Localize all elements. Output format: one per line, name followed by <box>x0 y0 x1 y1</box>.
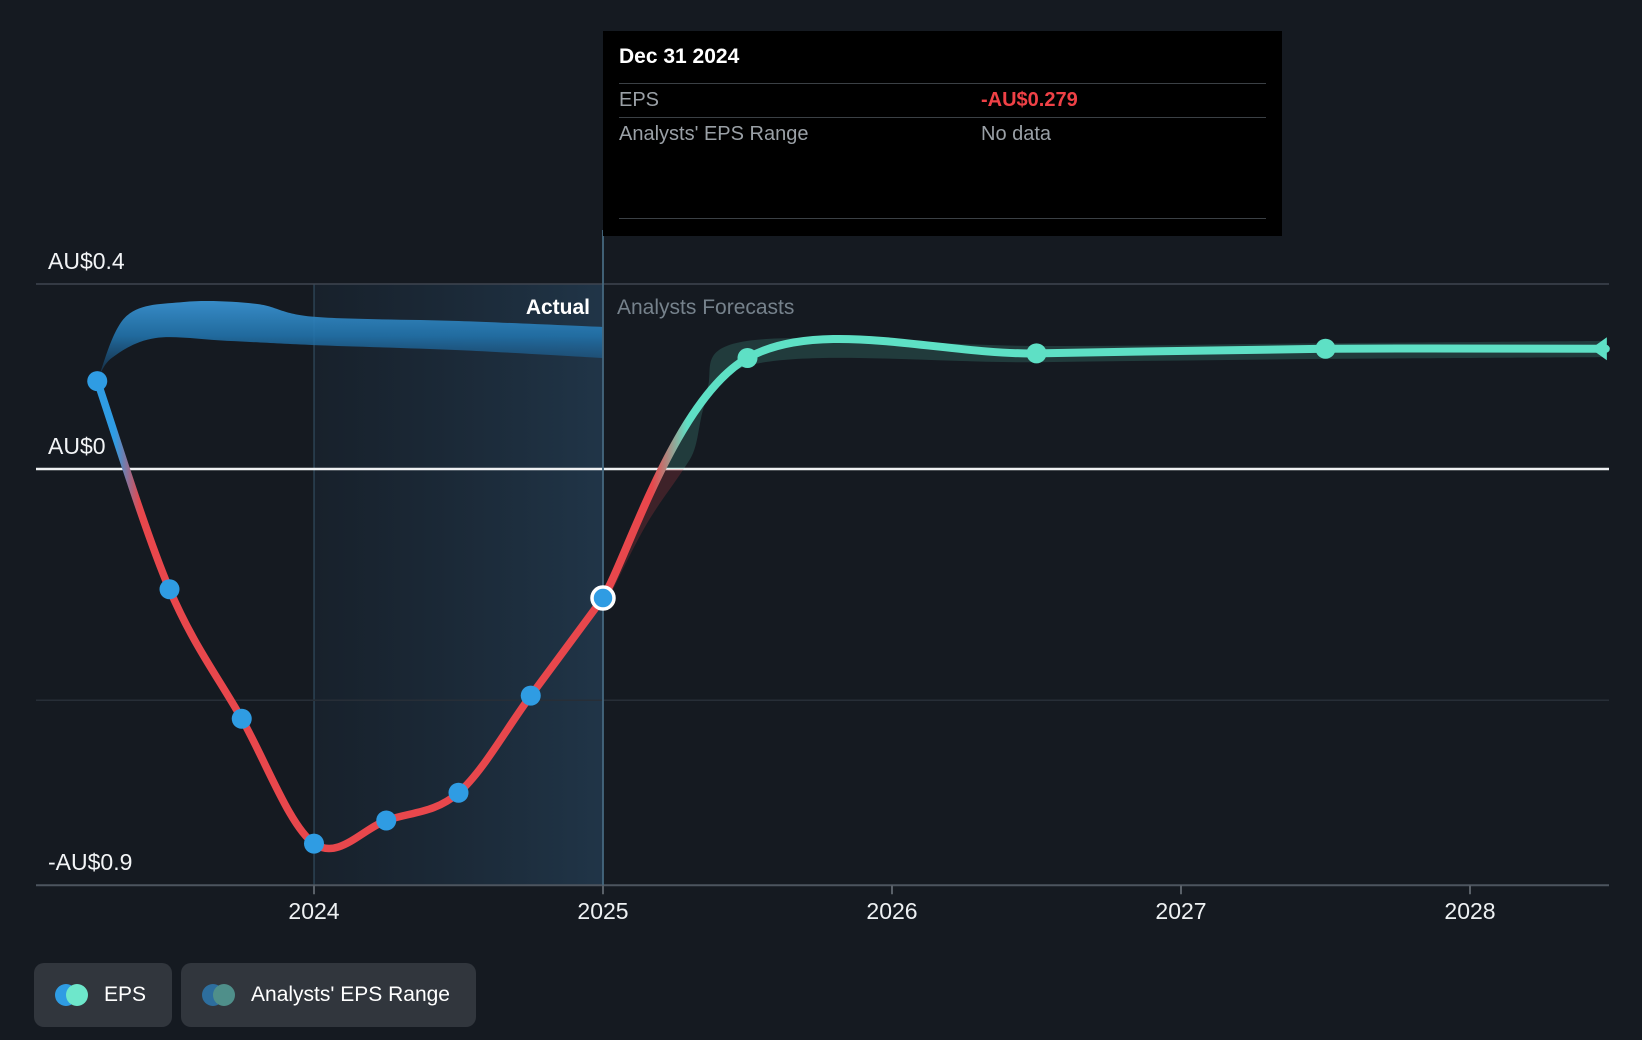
y-axis-label: AU$0.4 <box>48 248 125 274</box>
eps-point[interactable] <box>87 371 108 392</box>
forecast-point[interactable] <box>737 348 758 368</box>
actual-range-band <box>97 301 604 382</box>
eps-point[interactable] <box>231 708 252 729</box>
eps-point[interactable] <box>159 579 180 600</box>
x-axis-label: 2028 <box>1444 898 1496 924</box>
tooltip-date: Dec 31 2024 <box>619 45 740 68</box>
range-teal-dot-icon <box>213 984 236 1006</box>
x-axis-label: 2024 <box>288 898 340 924</box>
highlighted-point[interactable] <box>590 585 616 611</box>
tooltip-divider <box>619 83 1266 84</box>
forecast-zone-label: Analysts Forecasts <box>617 296 795 319</box>
eps-point[interactable] <box>304 833 324 854</box>
x-axis-label: 2026 <box>866 898 918 924</box>
forecast-end-marker <box>1590 337 1607 361</box>
chart-tooltip: Dec 31 2024 EPS -AU$0.279 Analysts' EPS … <box>603 31 1282 236</box>
y-axis-label: AU$0 <box>48 433 106 459</box>
legend-eps-label: EPS <box>104 983 147 1006</box>
tooltip-eps-label: EPS <box>619 88 660 111</box>
tooltip-divider <box>619 218 1266 219</box>
eps-legend-dots-icon <box>55 984 88 1006</box>
forecast-point[interactable] <box>1026 343 1047 364</box>
eps-point[interactable] <box>520 685 541 706</box>
tooltip-divider <box>619 117 1266 118</box>
tooltip-row-eps: EPS -AU$0.279 <box>619 83 1266 117</box>
x-axis-label: 2027 <box>1155 898 1207 924</box>
range-legend-dots-icon <box>202 984 236 1006</box>
legend-item-eps[interactable]: EPS <box>34 963 173 1027</box>
eps-point[interactable] <box>376 810 397 831</box>
legend-range-label: Analysts' EPS Range <box>251 983 450 1006</box>
actual-zone-label: Actual <box>525 296 590 319</box>
tooltip-eps-value: -AU$0.279 <box>981 88 1078 111</box>
tooltip-range-value: No data <box>981 122 1052 145</box>
y-axis-label: -AU$0.9 <box>48 849 133 876</box>
x-axis-label: 2025 <box>577 898 629 924</box>
tooltip-range-label: Analysts' EPS Range <box>619 122 809 145</box>
forecast-point[interactable] <box>1315 338 1336 359</box>
tooltip-row-range: Analysts' EPS Range No data <box>619 117 1266 151</box>
chart-legend: EPS Analysts' EPS Range <box>34 963 476 1027</box>
eps-point[interactable] <box>448 782 469 803</box>
forecast-range-band-negative <box>603 469 684 598</box>
legend-item-analysts-eps-range[interactable]: Analysts' EPS Range <box>181 963 476 1027</box>
eps-teal-dot-icon <box>66 984 88 1006</box>
